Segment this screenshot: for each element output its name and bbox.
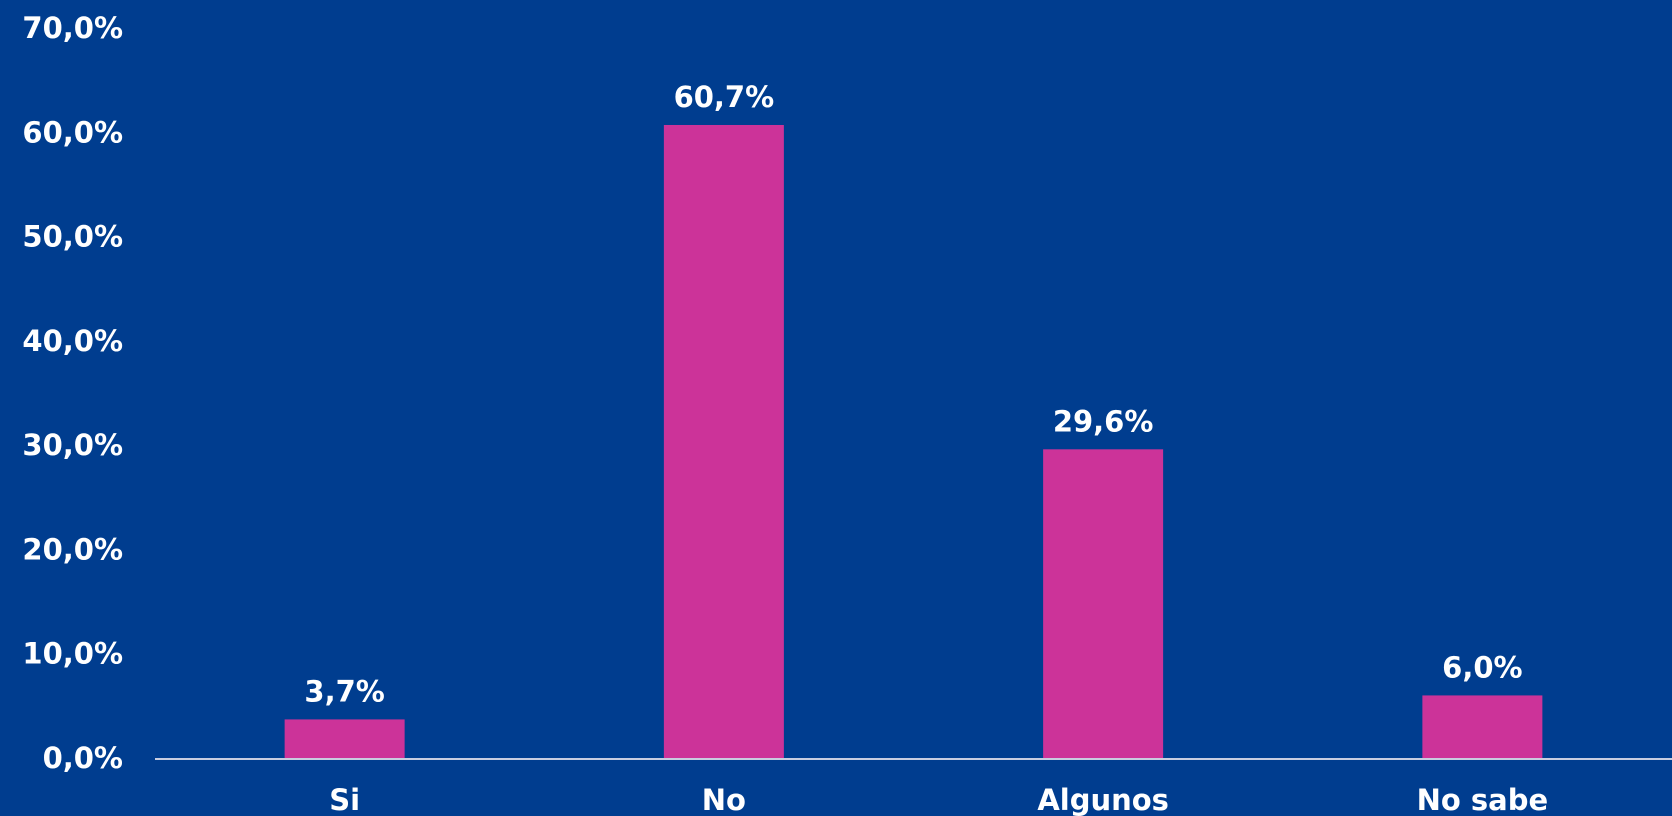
y-axis: 0,0% 10,0% 20,0% 30,0% 40,0% 50,0% 60,0% 70,0% <box>22 11 123 775</box>
x-axis: Si No Algunos No sabe <box>329 783 1548 816</box>
x-tick-label: Si <box>329 783 360 816</box>
data-label: 3,7% <box>304 674 384 708</box>
x-tick-label: No <box>702 783 746 816</box>
bar-no-sabe <box>1422 695 1543 758</box>
data-label: 60,7% <box>674 80 775 114</box>
y-tick-label: 30,0% <box>22 428 123 462</box>
bar-no <box>663 124 784 758</box>
bar-si <box>284 719 405 758</box>
data-label: 6,0% <box>1442 650 1522 684</box>
bars: 3,7% 60,7% 29,6% 6,0% <box>284 80 1543 758</box>
y-tick-label: 0,0% <box>43 741 123 775</box>
y-tick-label: 20,0% <box>22 532 123 566</box>
y-tick-label: 60,0% <box>22 115 123 149</box>
x-tick-label: No sabe <box>1417 783 1549 816</box>
bar-algunos <box>1043 449 1164 758</box>
y-tick-label: 50,0% <box>22 220 123 254</box>
y-tick-label: 10,0% <box>22 637 123 671</box>
y-tick-label: 70,0% <box>22 11 123 45</box>
y-tick-label: 40,0% <box>22 324 123 358</box>
data-label: 29,6% <box>1053 404 1154 438</box>
x-tick-label: Algunos <box>1037 783 1169 816</box>
